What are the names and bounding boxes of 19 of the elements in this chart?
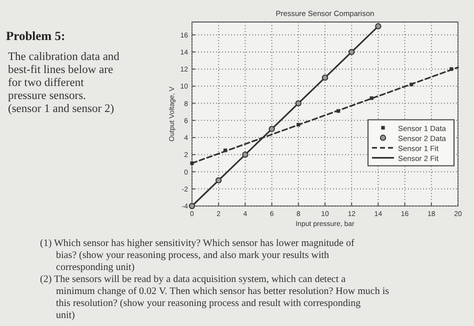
- point: [336, 109, 340, 113]
- point: [216, 177, 222, 184]
- point: [370, 96, 374, 100]
- point: [375, 23, 382, 30]
- point: [322, 74, 328, 81]
- text: (1) Which sensor has higher sensitivity? Which sensor has lower magnitude of bias? (show your reasoning process, and also mark your results with corresponding unit): [40, 238, 355, 273]
- point: [348, 48, 355, 56]
- text: (2) The sensors will be read by a data acquisition system, which can detect a minimum change of 0.02 V. Then which sensor has better resolution? How much is this resolution? (show your reasoning process and result with corresponding unit): [40, 274, 390, 321]
- point: [450, 67, 454, 71]
- text: The calibration data and best-fit lines below are for two different pressure sensors. (sensor 1 and sensor 2): [8, 51, 120, 115]
- point: [268, 126, 275, 132]
- point: [410, 82, 414, 86]
- text: Problem 5:: [6, 29, 66, 43]
- point: [242, 152, 248, 158]
- point: [296, 122, 300, 126]
- point: [188, 202, 196, 210]
- point: [223, 148, 228, 152]
- point: [190, 161, 194, 166]
- point: [295, 100, 302, 106]
